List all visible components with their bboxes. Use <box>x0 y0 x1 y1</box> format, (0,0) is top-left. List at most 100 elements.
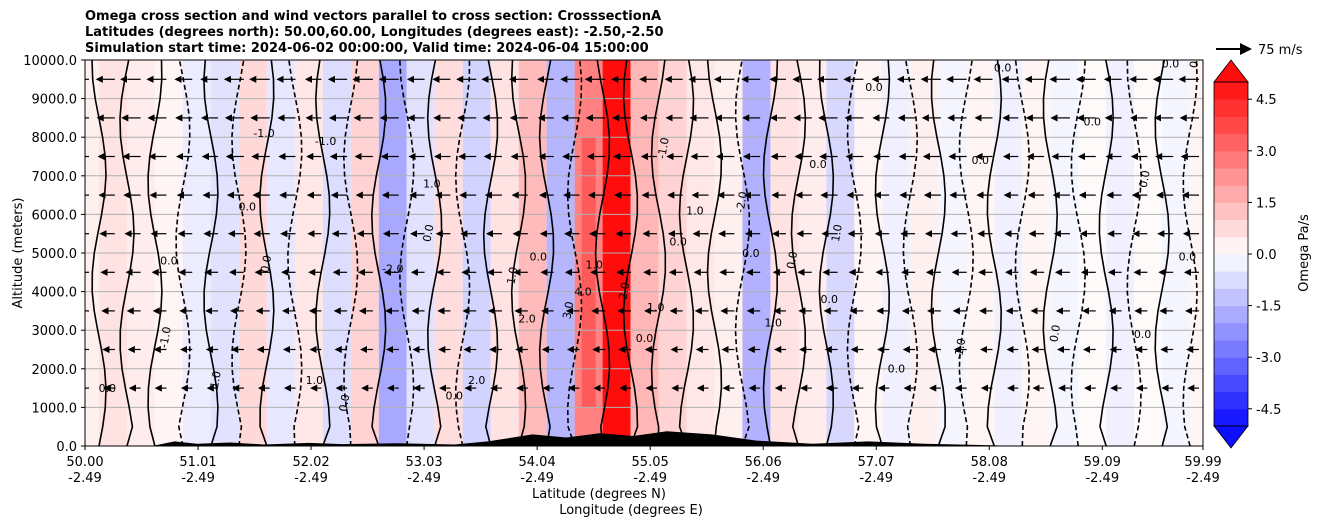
contour-label: 0.0 <box>865 81 883 94</box>
colorbar-segment <box>1214 150 1248 169</box>
contour-label: 0.0 <box>888 363 906 376</box>
colorbar-segment <box>1214 82 1248 100</box>
colorbar-extend-max <box>1213 59 1249 83</box>
contour-label: 2.0 <box>616 281 632 300</box>
x-tick-latitude: 59.99 <box>1184 455 1221 470</box>
contour-label: 4.0 <box>574 285 592 298</box>
contour-label: 1.0 <box>306 374 324 387</box>
colorbar-segment <box>1214 185 1248 203</box>
contour-label: -1.0 <box>655 136 672 159</box>
colorbar-segment <box>1214 408 1248 427</box>
contour-label: 3.0 <box>560 301 576 320</box>
x-tick-latitude: 53.03 <box>405 455 442 470</box>
contour-label: -2.0 <box>382 262 403 275</box>
contour-line <box>91 60 107 446</box>
contour-label: 0.0 <box>636 332 654 345</box>
contour-label: 0.0 <box>239 201 257 214</box>
contour-label: 0.0 <box>820 293 838 306</box>
contour-line <box>790 60 807 446</box>
x-tick-latitude: 56.06 <box>745 455 782 470</box>
colorbar <box>1213 59 1249 449</box>
contour-line <box>259 60 275 446</box>
colorbar-tick-label: -3.0 <box>1256 351 1281 366</box>
contour-label: 0.0 <box>258 254 274 273</box>
x-axis-label-longitude: Longitude (degrees E) <box>559 503 703 518</box>
x-tick-latitude: 52.02 <box>292 455 329 470</box>
colorbar-segment <box>1214 254 1248 272</box>
colorbar-segment <box>1214 236 1248 255</box>
contour-line <box>1014 60 1031 446</box>
contour-line <box>426 60 443 446</box>
contour-label: -1.0 <box>157 326 174 349</box>
y-tick-label: 6000.0 <box>32 208 78 223</box>
x-tick-latitude: 50.00 <box>66 455 103 470</box>
y-axis-label: Altitude (meters) <box>11 198 26 309</box>
x-tick-longitude: -2.49 <box>294 471 328 486</box>
contour-line <box>678 60 695 446</box>
x-tick-longitude: -2.49 <box>1085 471 1119 486</box>
contour-line <box>734 60 751 446</box>
x-tick-longitude: -2.49 <box>1186 471 1220 486</box>
colorbar-tick-label: 0.0 <box>1256 248 1277 263</box>
colorbar-tick-label: -1.5 <box>1256 300 1281 315</box>
x-tick-longitude: -2.49 <box>68 471 102 486</box>
contour-line <box>818 60 835 446</box>
contour-label: 0.0 <box>1179 251 1197 264</box>
contour-line <box>650 60 667 446</box>
contour-label: 0.0 <box>421 223 437 242</box>
colorbar-segment <box>1214 357 1248 375</box>
contour-label: 0.0 <box>99 382 117 395</box>
contour-line <box>482 60 499 446</box>
contour-label: 0.0 <box>784 250 800 269</box>
y-tick-label: 8000.0 <box>32 131 78 146</box>
y-tick-label: 1000.0 <box>32 401 78 416</box>
contour-label: 0.0 <box>809 158 827 171</box>
contour-line <box>902 60 919 446</box>
y-tick-label: 0.0 <box>56 440 77 455</box>
contour-line <box>930 60 947 446</box>
x-tick-longitude: -2.49 <box>520 471 554 486</box>
contour-label: 0.0 <box>529 251 547 264</box>
y-tick-label: 7000.0 <box>32 170 78 185</box>
contour-label: 0.0 <box>972 154 990 167</box>
colorbar-segment <box>1214 219 1248 238</box>
contour-label: 1.0 <box>829 223 845 242</box>
contour-line <box>538 60 555 446</box>
contour-line <box>958 60 975 446</box>
chart-title-line-2: Latitudes (degrees north): 50.00,60.00, … <box>85 25 664 40</box>
contour-line <box>706 60 723 446</box>
contour-line <box>986 60 1003 446</box>
contour-label: 0.0 <box>1134 328 1152 341</box>
contour-line <box>1182 60 1198 446</box>
colorbar-segment <box>1214 305 1248 324</box>
contour-label: 1.0 <box>208 370 224 389</box>
x-tick-longitude: -2.49 <box>859 471 893 486</box>
contour-label: 0.0 <box>337 393 353 412</box>
x-tick-latitude: 51.01 <box>179 455 216 470</box>
contour-label: 0.0 <box>1047 324 1063 343</box>
terrain-profile <box>85 431 1014 446</box>
omega-core <box>581 137 596 408</box>
contour-line <box>874 60 891 446</box>
x-axis-label-latitude: Latitude (degrees N) <box>532 487 666 502</box>
contour-line <box>594 60 611 446</box>
contour-label: -1.0 <box>315 135 336 148</box>
x-tick-latitude: 58.08 <box>971 455 1008 470</box>
colorbar-segment <box>1214 133 1248 152</box>
colorbar-extend-min <box>1213 425 1249 449</box>
contour-line <box>1042 60 1059 446</box>
contour-label: 0.0 <box>742 247 760 260</box>
contour-line <box>231 60 247 446</box>
y-tick-label: 10000.0 <box>23 54 77 69</box>
contour-line <box>1070 60 1087 446</box>
colorbar-segment <box>1214 168 1248 186</box>
colorbar-segment <box>1214 340 1248 358</box>
contour-label: 1.0 <box>765 316 783 329</box>
y-tick-label: 5000.0 <box>32 247 78 262</box>
colorbar-tick-label: 4.5 <box>1256 93 1277 108</box>
x-tick-longitude: -2.49 <box>407 471 441 486</box>
x-tick-longitude: -2.49 <box>746 471 780 486</box>
contour-label: 0.0 <box>1162 58 1180 71</box>
contour-line <box>846 60 863 446</box>
